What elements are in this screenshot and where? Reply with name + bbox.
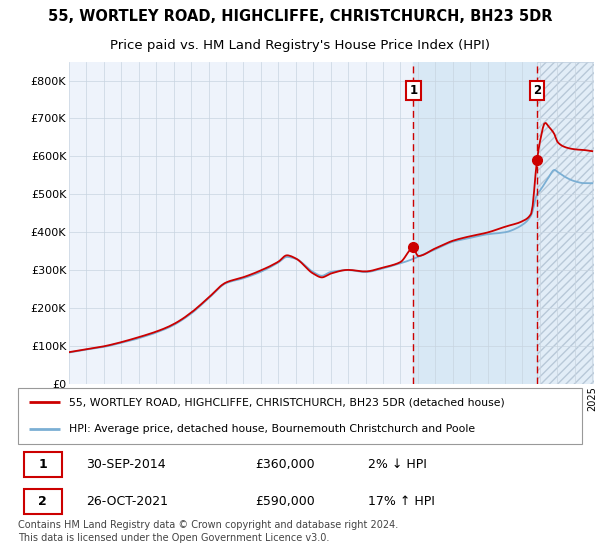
FancyBboxPatch shape bbox=[23, 452, 62, 477]
Text: 1: 1 bbox=[409, 84, 418, 97]
Text: 26-OCT-2021: 26-OCT-2021 bbox=[86, 494, 167, 508]
Text: HPI: Average price, detached house, Bournemouth Christchurch and Poole: HPI: Average price, detached house, Bour… bbox=[69, 424, 475, 435]
Text: 2: 2 bbox=[38, 494, 47, 508]
Text: £590,000: £590,000 bbox=[255, 494, 314, 508]
Text: 30-SEP-2014: 30-SEP-2014 bbox=[86, 458, 166, 472]
Text: Price paid vs. HM Land Registry's House Price Index (HPI): Price paid vs. HM Land Registry's House … bbox=[110, 39, 490, 53]
Text: Contains HM Land Registry data © Crown copyright and database right 2024.
This d: Contains HM Land Registry data © Crown c… bbox=[18, 520, 398, 543]
FancyBboxPatch shape bbox=[23, 488, 62, 514]
Bar bbox=[413, 62, 537, 384]
FancyBboxPatch shape bbox=[18, 388, 582, 444]
Bar bbox=[537, 62, 594, 384]
Text: 17% ↑ HPI: 17% ↑ HPI bbox=[368, 494, 434, 508]
Text: £360,000: £360,000 bbox=[255, 458, 314, 472]
Text: 1: 1 bbox=[38, 458, 47, 472]
Text: 55, WORTLEY ROAD, HIGHCLIFFE, CHRISTCHURCH, BH23 5DR (detached house): 55, WORTLEY ROAD, HIGHCLIFFE, CHRISTCHUR… bbox=[69, 397, 505, 407]
Text: 55, WORTLEY ROAD, HIGHCLIFFE, CHRISTCHURCH, BH23 5DR: 55, WORTLEY ROAD, HIGHCLIFFE, CHRISTCHUR… bbox=[48, 9, 552, 24]
Bar bbox=[537, 62, 594, 384]
Text: 2% ↓ HPI: 2% ↓ HPI bbox=[368, 458, 427, 472]
Text: 2: 2 bbox=[533, 84, 541, 97]
